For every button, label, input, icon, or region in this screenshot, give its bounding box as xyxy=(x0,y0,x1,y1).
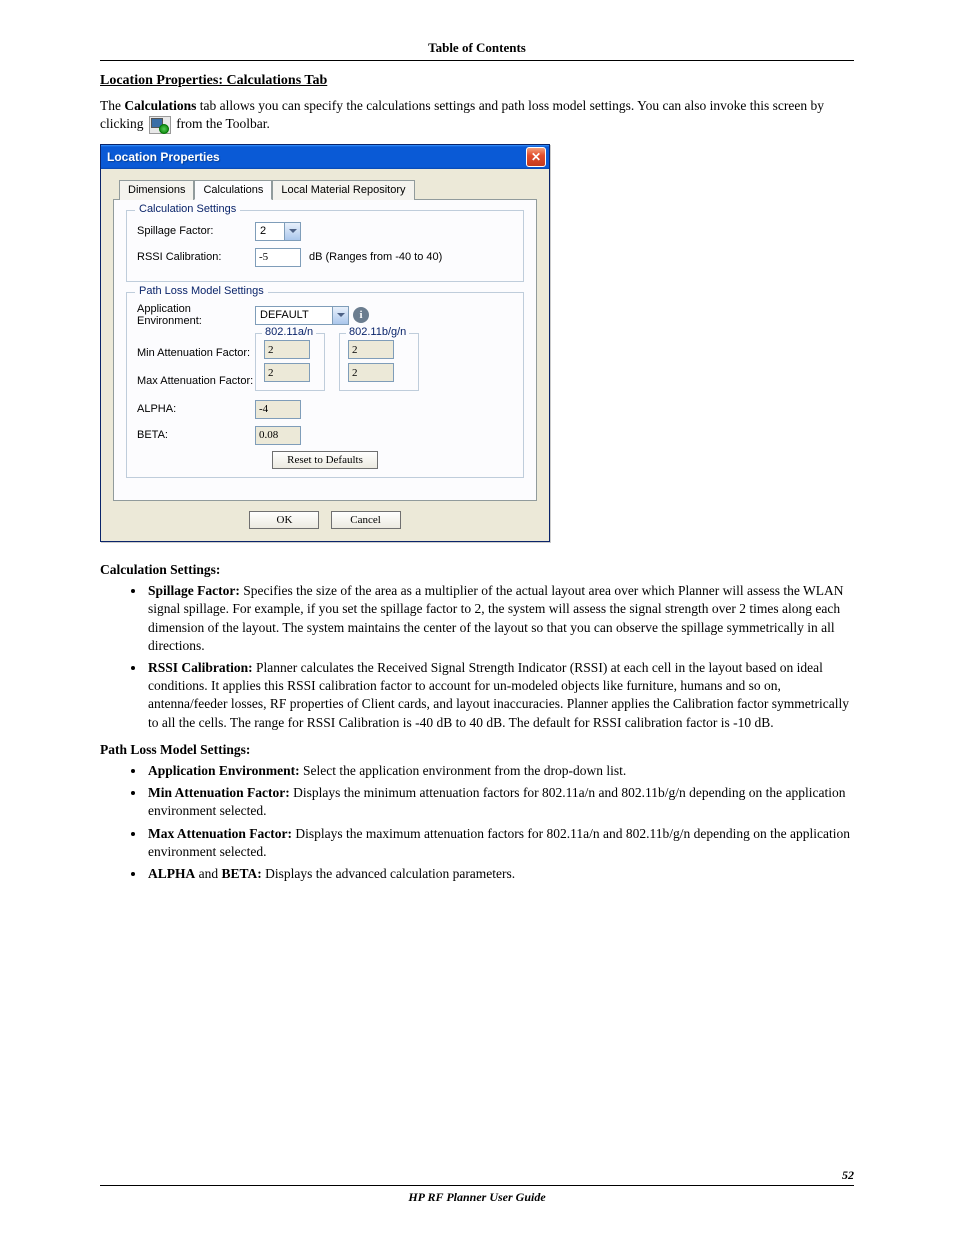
def-ab-desc: Displays the advanced calculation parame… xyxy=(262,866,515,881)
max-b-field xyxy=(348,363,394,382)
close-button[interactable]: ✕ xyxy=(526,147,546,167)
def-env: Application Environment: Select the appl… xyxy=(146,762,854,780)
max-a-field xyxy=(264,363,310,382)
intro-paragraph: The Calculations tab allows you can spec… xyxy=(100,97,854,134)
def-spillage: Spillage Factor: Specifies the size of t… xyxy=(146,582,854,655)
spillage-select[interactable]: 2 xyxy=(255,222,301,241)
tab-local-material-repository[interactable]: Local Material Repository xyxy=(272,180,414,200)
tab-panel: Calculation Settings Spillage Factor: 2 … xyxy=(113,199,537,501)
col-80211an: 802.11a/n xyxy=(255,333,325,391)
env-label: Application Environment: xyxy=(137,303,255,327)
min-b-field xyxy=(348,340,394,359)
def-min: Min Attenuation Factor: Displays the min… xyxy=(146,784,854,820)
rssi-hint: dB (Ranges from -40 to 40) xyxy=(309,251,442,263)
alpha-label: ALPHA: xyxy=(137,403,255,415)
path-legend: Path Loss Model Settings xyxy=(135,285,268,297)
section-title: Location Properties: Calculations Tab xyxy=(100,73,854,89)
tab-strip: Dimensions Calculations Local Material R… xyxy=(119,179,537,199)
page-number: 52 xyxy=(100,1168,854,1186)
col-b-title: 802.11b/g/n xyxy=(346,326,409,338)
footer-guide-title: HP RF Planner User Guide xyxy=(100,1186,854,1205)
tab-calculations[interactable]: Calculations xyxy=(194,180,272,200)
path-loss-group: Path Loss Model Settings Application Env… xyxy=(126,292,524,478)
chevron-down-icon xyxy=(284,223,300,240)
calculation-settings-group: Calculation Settings Spillage Factor: 2 … xyxy=(126,210,524,282)
rssi-input[interactable] xyxy=(255,248,301,267)
calc-legend: Calculation Settings xyxy=(135,203,240,215)
location-properties-dialog: Location Properties ✕ Dimensions Calcula… xyxy=(100,144,550,542)
def-min-term: Min Attenuation Factor: xyxy=(148,785,290,800)
path-def-heading: Path Loss Model Settings: xyxy=(100,742,854,758)
calc-def-heading: Calculation Settings: xyxy=(100,562,854,578)
chevron-down-icon xyxy=(332,307,348,324)
def-ab-mid: and xyxy=(195,866,221,881)
beta-field xyxy=(255,426,301,445)
def-env-term: Application Environment: xyxy=(148,763,300,778)
def-ab-term1: ALPHA xyxy=(148,866,195,881)
def-rssi: RSSI Calibration: Planner calculates the… xyxy=(146,659,854,732)
info-icon[interactable]: i xyxy=(353,307,369,323)
cancel-button[interactable]: Cancel xyxy=(331,511,401,529)
toolbar-calc-icon xyxy=(149,116,171,134)
intro-post: from the Toolbar. xyxy=(173,116,270,131)
env-value: DEFAULT xyxy=(256,307,332,324)
min-label: Min Attenuation Factor: xyxy=(137,347,255,359)
reset-defaults-button[interactable]: Reset to Defaults xyxy=(272,451,378,469)
col-a-title: 802.11a/n xyxy=(262,326,316,338)
spillage-value: 2 xyxy=(256,223,284,240)
spillage-label: Spillage Factor: xyxy=(137,225,255,237)
close-icon: ✕ xyxy=(531,150,541,164)
intro-bold: Calculations xyxy=(124,98,196,113)
col-80211bgn: 802.11b/g/n xyxy=(339,333,419,391)
page-footer: 52 HP RF Planner User Guide xyxy=(100,1168,854,1205)
def-alpha-beta: ALPHA and BETA: Displays the advanced ca… xyxy=(146,865,854,883)
def-ab-term2: BETA: xyxy=(222,866,262,881)
min-a-field xyxy=(264,340,310,359)
dialog-title: Location Properties xyxy=(107,150,526,164)
def-spillage-desc: Specifies the size of the area as a mult… xyxy=(148,583,844,653)
max-label: Max Attenuation Factor: xyxy=(137,375,255,387)
alpha-field xyxy=(255,400,301,419)
rssi-label: RSSI Calibration: xyxy=(137,251,255,263)
def-env-desc: Select the application environment from … xyxy=(300,763,627,778)
ok-button[interactable]: OK xyxy=(249,511,319,529)
def-max: Max Attenuation Factor: Displays the max… xyxy=(146,825,854,861)
dialog-titlebar: Location Properties ✕ xyxy=(101,145,549,169)
env-select[interactable]: DEFAULT xyxy=(255,306,349,325)
def-max-term: Max Attenuation Factor: xyxy=(148,826,292,841)
def-rssi-term: RSSI Calibration: xyxy=(148,660,253,675)
intro-pre: The xyxy=(100,98,124,113)
tab-dimensions[interactable]: Dimensions xyxy=(119,180,194,200)
def-rssi-desc: Planner calculates the Received Signal S… xyxy=(148,660,849,730)
beta-label: BETA: xyxy=(137,429,255,441)
definitions-block: Calculation Settings: Spillage Factor: S… xyxy=(100,562,854,883)
table-of-contents-header: Table of Contents xyxy=(100,40,854,61)
def-spillage-term: Spillage Factor: xyxy=(148,583,240,598)
